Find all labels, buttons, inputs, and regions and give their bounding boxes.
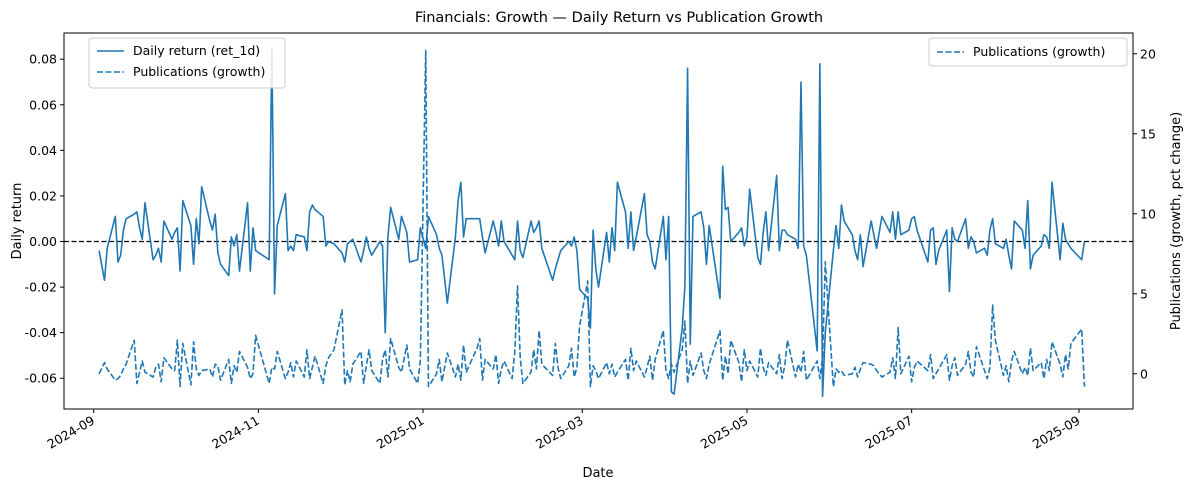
right-y-axis-label: Publications (growth, pct change): [1169, 112, 1184, 330]
right-y-axis: 0 5 10 15 20: [1133, 46, 1156, 381]
left-y-tick-label: 0.06: [29, 97, 57, 112]
right-y-tick-label: 5: [1140, 286, 1148, 301]
legend-left-label-return: Daily return (ret_1d): [133, 43, 260, 58]
right-y-tick-label: 15: [1140, 126, 1156, 141]
left-y-tick-label: -0.06: [25, 371, 57, 386]
left-y-tick-label: 0.00: [29, 234, 57, 249]
series-line-daily-return: [98, 47, 1086, 398]
right-y-tick-label: 10: [1140, 206, 1156, 221]
legend-left: Daily return (ret_1d) Publications (grow…: [88, 37, 286, 89]
left-y-tick-label: -0.04: [25, 325, 57, 340]
left-y-tick-label: -0.02: [25, 280, 57, 295]
left-y-tick-label: 0.04: [29, 143, 57, 158]
right-y-tick-label: 0: [1140, 366, 1148, 381]
legend-left-frame: [88, 37, 286, 89]
legend-right: Publications (growth): [928, 37, 1128, 67]
left-y-axis-label: Daily return: [10, 183, 25, 260]
legend-left-label-publications: Publications (growth): [133, 64, 265, 79]
plot-area: [64, 47, 1133, 398]
left-y-tick-label: 0.02: [29, 188, 57, 203]
chart-title: Financials: Growth — Daily Return vs Pub…: [415, 10, 823, 26]
left-y-tick-label: 0.08: [29, 52, 57, 67]
series-line-publications-growth: [98, 49, 1086, 388]
x-axis-label: Date: [582, 466, 613, 481]
plot-frame: [63, 32, 1134, 410]
left-y-axis: -0.06 -0.04 -0.02 0.00 0.02 0.04 0.06 0.08: [25, 52, 64, 386]
legend-right-frame: [928, 37, 1128, 67]
legend-right-label-publications: Publications (growth): [973, 44, 1105, 59]
right-y-tick-label: 20: [1140, 46, 1156, 61]
